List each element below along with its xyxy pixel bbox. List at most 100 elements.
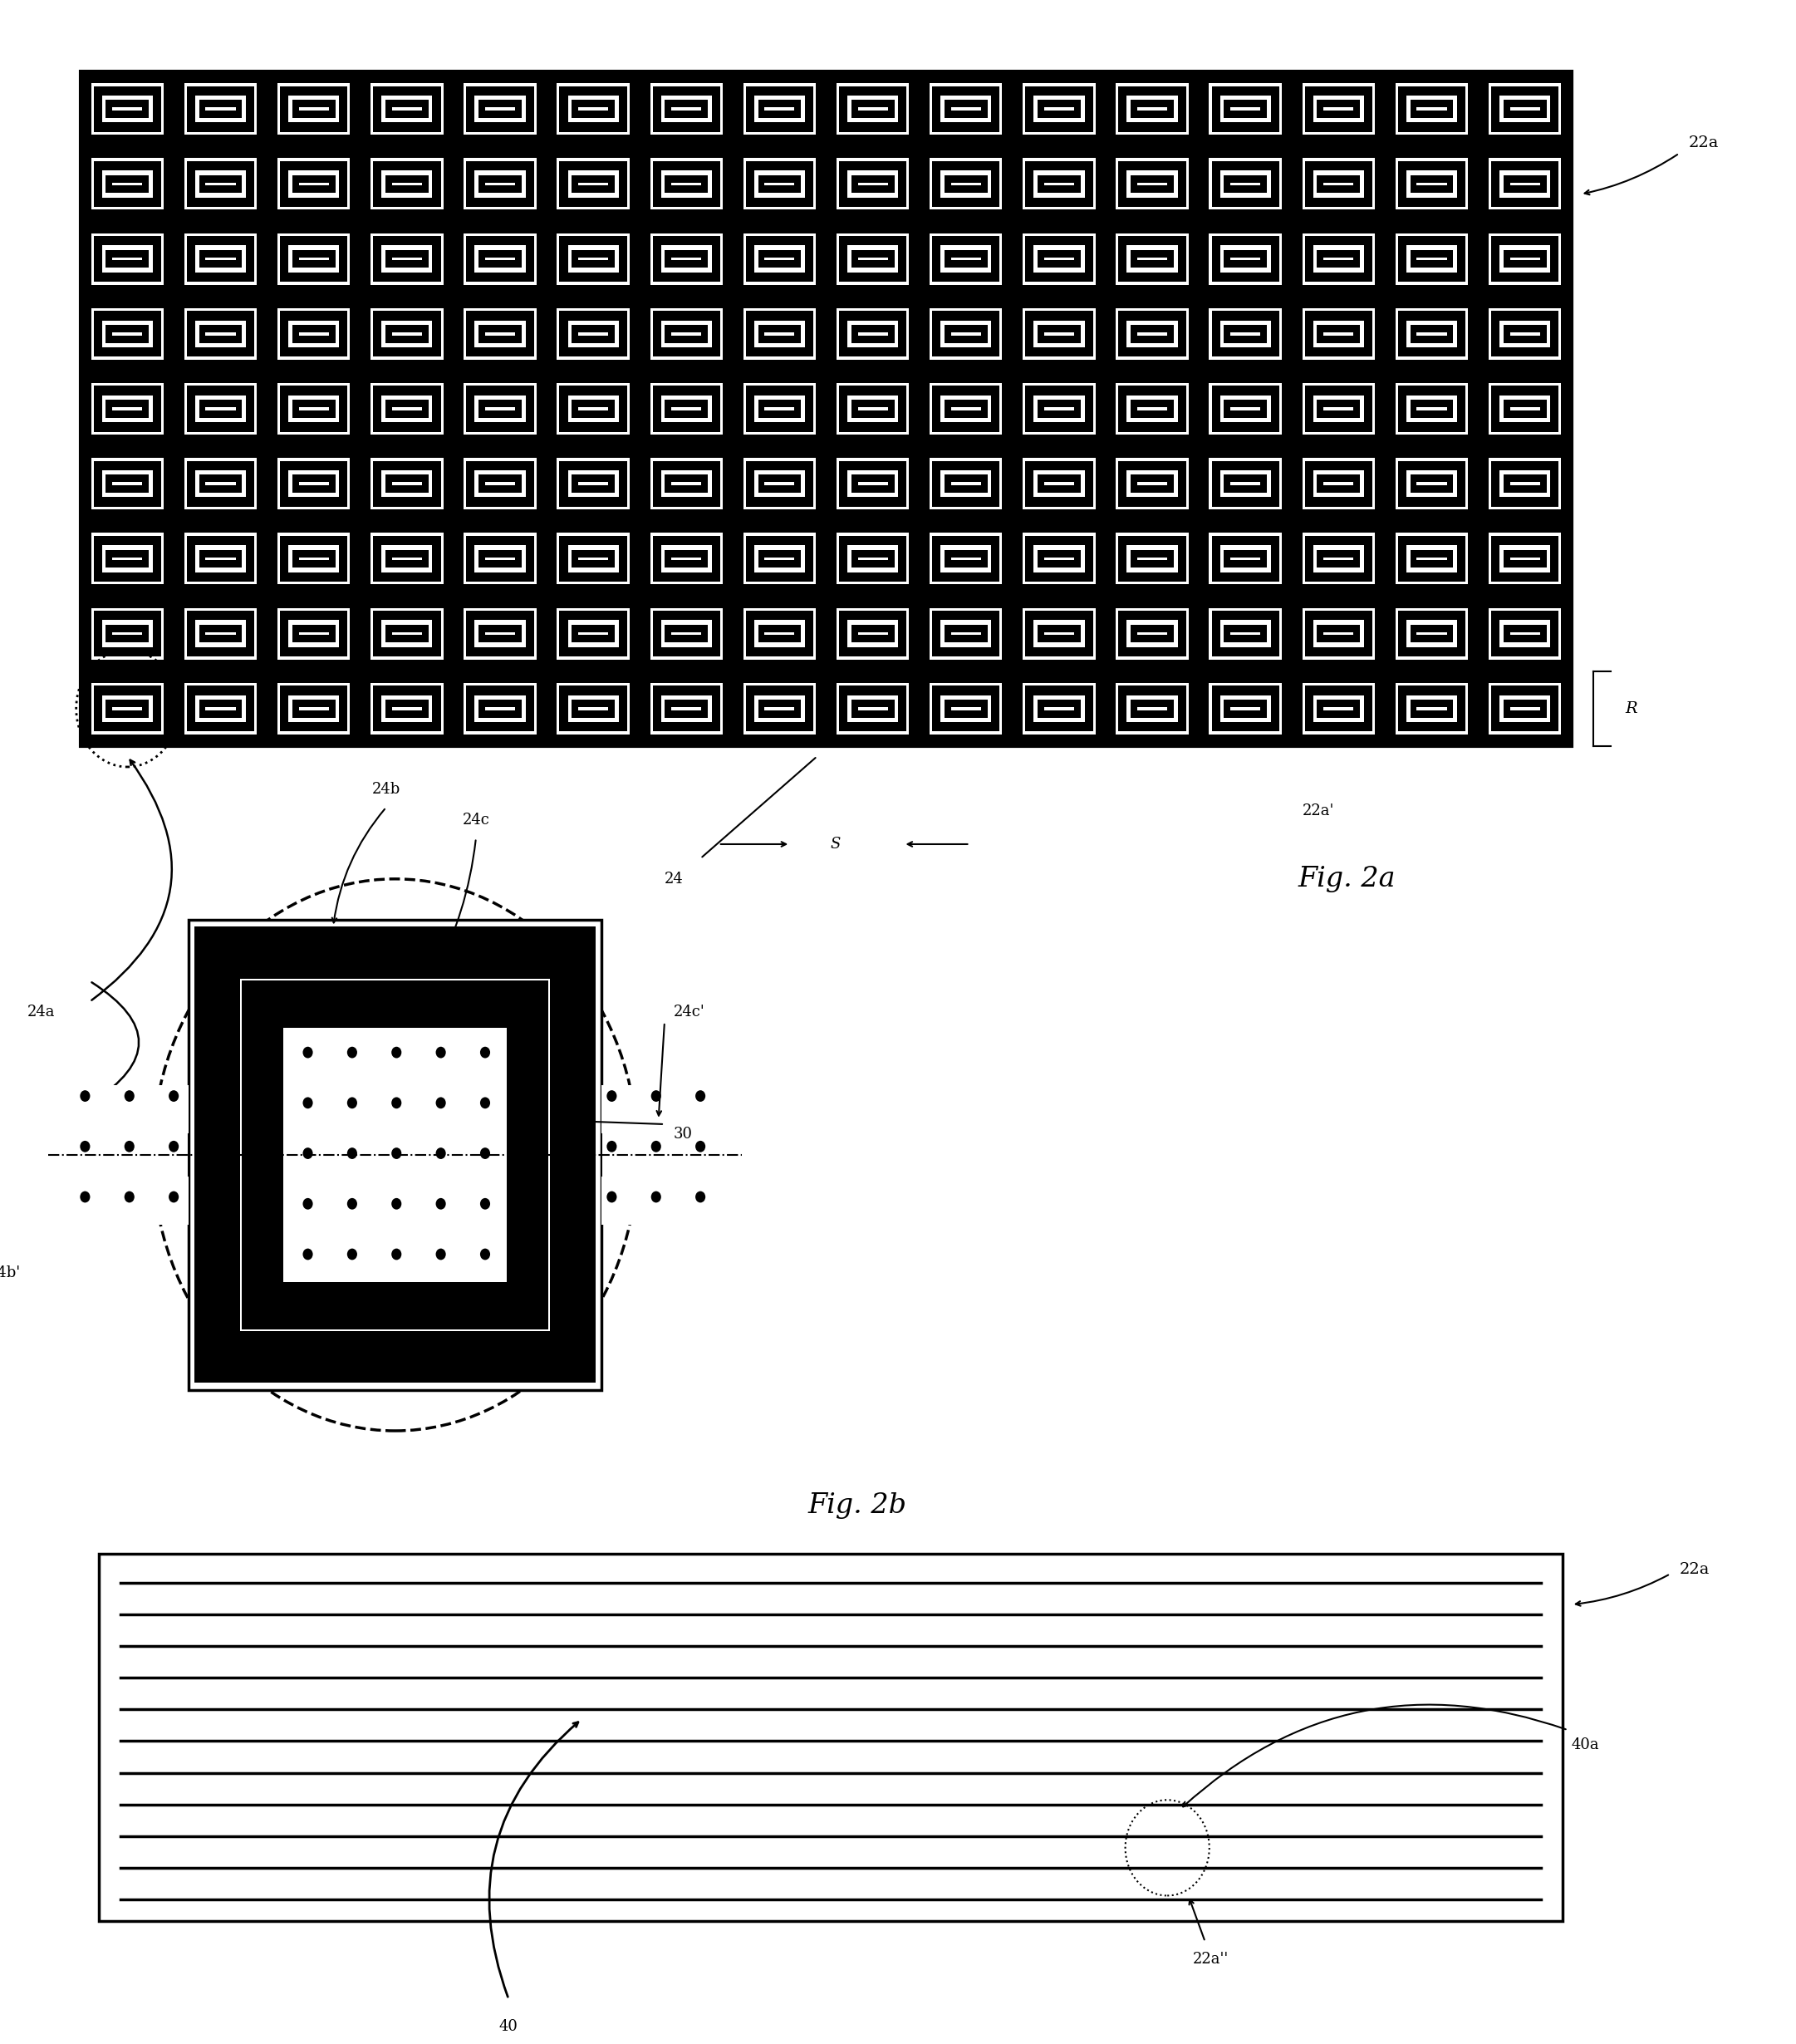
Circle shape [347, 1047, 357, 1059]
Bar [571, 401, 614, 417]
Bar [1510, 632, 1539, 636]
Bar [1304, 611, 1372, 656]
Bar [930, 458, 1002, 509]
Bar [386, 100, 429, 119]
Bar [458, 677, 542, 740]
Bar [187, 460, 255, 507]
Bar [1223, 474, 1266, 493]
Bar [1126, 96, 1178, 123]
Bar [945, 474, 988, 493]
Bar [374, 86, 440, 133]
Bar [205, 258, 235, 260]
Bar [559, 685, 627, 732]
Bar [758, 325, 801, 343]
Bar [945, 550, 988, 568]
Bar [1137, 407, 1167, 411]
Bar [1126, 245, 1178, 272]
Bar [75, 1085, 189, 1224]
Circle shape [304, 1098, 313, 1108]
Bar [923, 677, 1008, 740]
Bar [474, 321, 526, 347]
Bar [1038, 176, 1081, 192]
Bar [578, 333, 609, 335]
Bar [568, 470, 618, 497]
Bar [950, 333, 981, 335]
Bar [474, 96, 526, 123]
Bar [1223, 699, 1266, 717]
Text: 22a'': 22a'' [1193, 1952, 1228, 1966]
Bar [1397, 685, 1466, 732]
Bar [467, 685, 533, 732]
Bar [293, 550, 336, 568]
Bar [1203, 303, 1288, 366]
Bar [1022, 84, 1096, 135]
Bar [1395, 683, 1467, 734]
Bar [92, 607, 163, 660]
Circle shape [153, 879, 638, 1431]
Bar [205, 182, 235, 186]
Bar [187, 161, 255, 206]
Bar [271, 452, 356, 515]
Bar [102, 394, 153, 423]
Bar [1410, 249, 1453, 268]
Bar [945, 325, 988, 343]
Bar [1022, 533, 1096, 585]
Bar [1417, 707, 1448, 709]
Bar [568, 245, 618, 272]
Bar [370, 157, 444, 211]
Bar [1390, 303, 1475, 366]
Bar [1397, 235, 1466, 282]
Bar [765, 182, 794, 186]
Bar [1406, 695, 1457, 722]
Bar [1500, 321, 1550, 347]
Bar [645, 303, 729, 366]
Bar [571, 325, 614, 343]
Bar [196, 170, 246, 198]
Bar [187, 311, 255, 358]
Bar [1219, 394, 1272, 423]
Bar [1126, 394, 1178, 423]
Bar [1397, 311, 1466, 358]
Bar [280, 611, 348, 656]
Bar [941, 245, 991, 272]
Bar [1126, 695, 1178, 722]
Bar [485, 407, 515, 411]
Bar [1026, 460, 1094, 507]
Bar [381, 394, 433, 423]
Bar [293, 401, 336, 417]
Bar [1203, 677, 1288, 740]
Bar [86, 527, 169, 591]
Bar [941, 170, 991, 198]
Bar [289, 546, 339, 572]
Bar [848, 695, 898, 722]
Bar [650, 382, 722, 435]
Bar [289, 245, 339, 272]
Bar [923, 227, 1008, 290]
Bar [392, 632, 422, 636]
Bar [106, 625, 149, 642]
Bar [1137, 108, 1167, 110]
Bar [458, 78, 542, 141]
Bar [557, 458, 630, 509]
Bar [1119, 536, 1185, 583]
Bar [1219, 321, 1272, 347]
Bar [196, 695, 246, 722]
Bar [1395, 607, 1467, 660]
Bar [1115, 458, 1189, 509]
Circle shape [607, 1141, 616, 1153]
Bar [665, 325, 708, 343]
Bar [1483, 452, 1566, 515]
Bar [950, 707, 981, 709]
Bar [1209, 309, 1282, 360]
Bar [374, 386, 440, 431]
Bar [568, 619, 618, 648]
Bar [1026, 311, 1094, 358]
Bar [1397, 86, 1466, 133]
Circle shape [124, 1192, 135, 1202]
Bar [1137, 258, 1167, 260]
Bar [932, 460, 1000, 507]
Bar [1043, 482, 1074, 484]
Bar [941, 96, 991, 123]
Bar [1324, 407, 1354, 411]
Bar [1417, 182, 1448, 186]
